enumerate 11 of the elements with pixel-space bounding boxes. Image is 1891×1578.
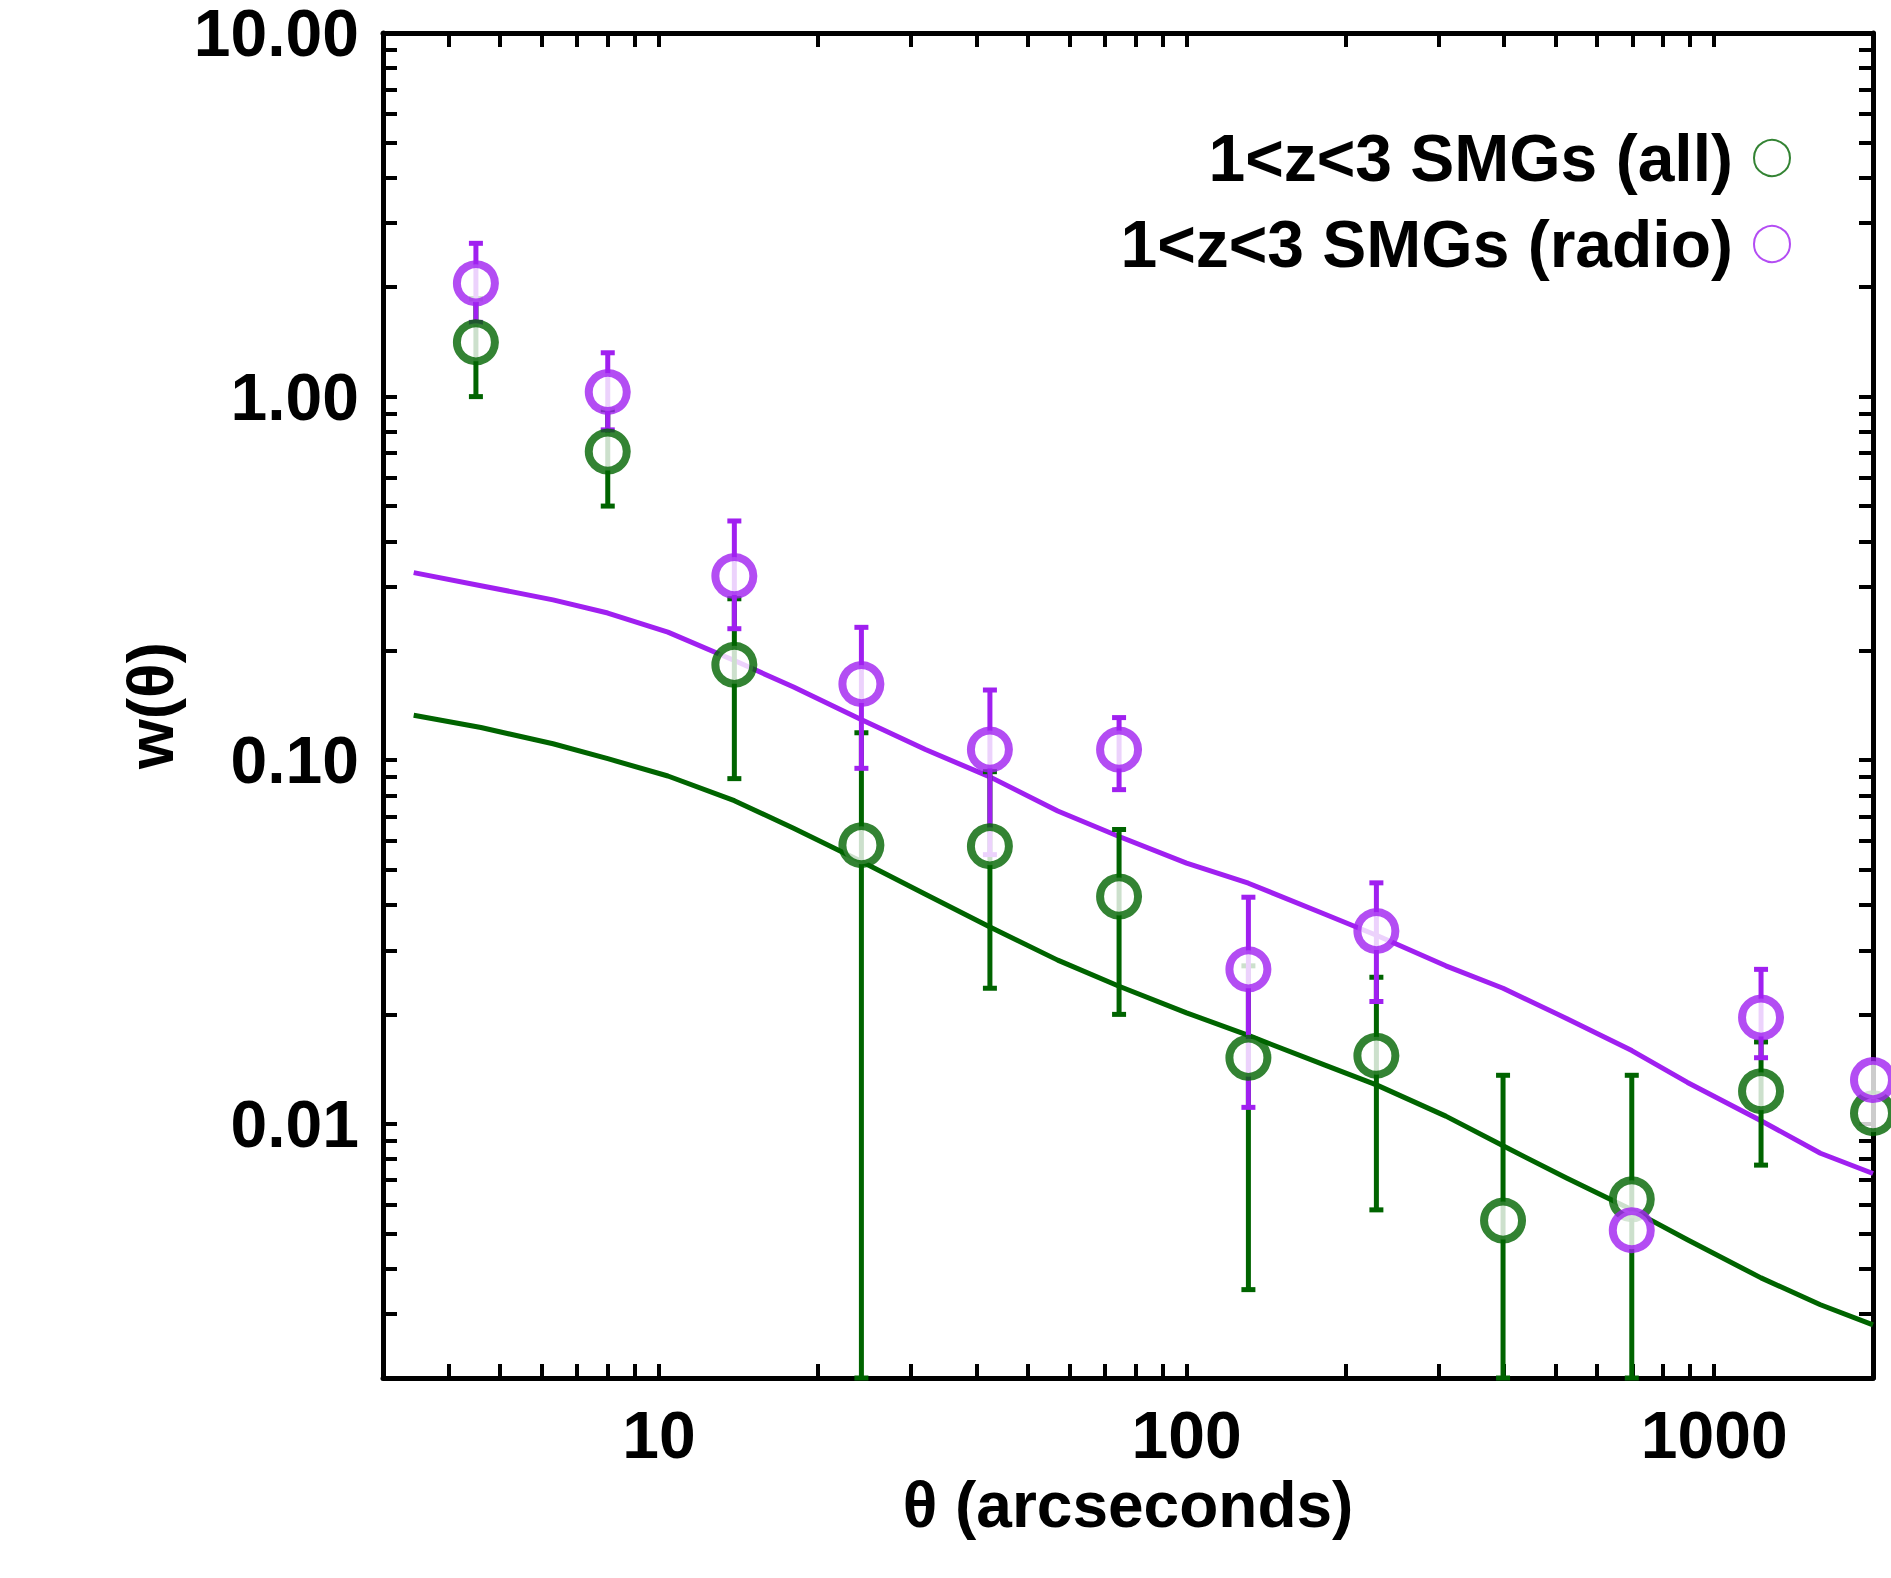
- y-tick-label: 1.00: [230, 359, 359, 434]
- y-axis-title: w(θ): [114, 642, 187, 770]
- y-tick-label: 0.10: [230, 723, 359, 798]
- legend-label: 1<z<3 SMGs (radio): [1120, 207, 1733, 281]
- y-tick-label: 0.01: [230, 1086, 359, 1161]
- y-tick-label: 10.00: [193, 0, 359, 70]
- x-tick-label: 10: [622, 1398, 696, 1472]
- x-axis-title: θ (arcseconds): [902, 1469, 1354, 1541]
- legend-label: 1<z<3 SMGs (all): [1208, 121, 1733, 195]
- x-tick-label: 100: [1131, 1398, 1242, 1472]
- x-tick-label: 1000: [1640, 1398, 1788, 1472]
